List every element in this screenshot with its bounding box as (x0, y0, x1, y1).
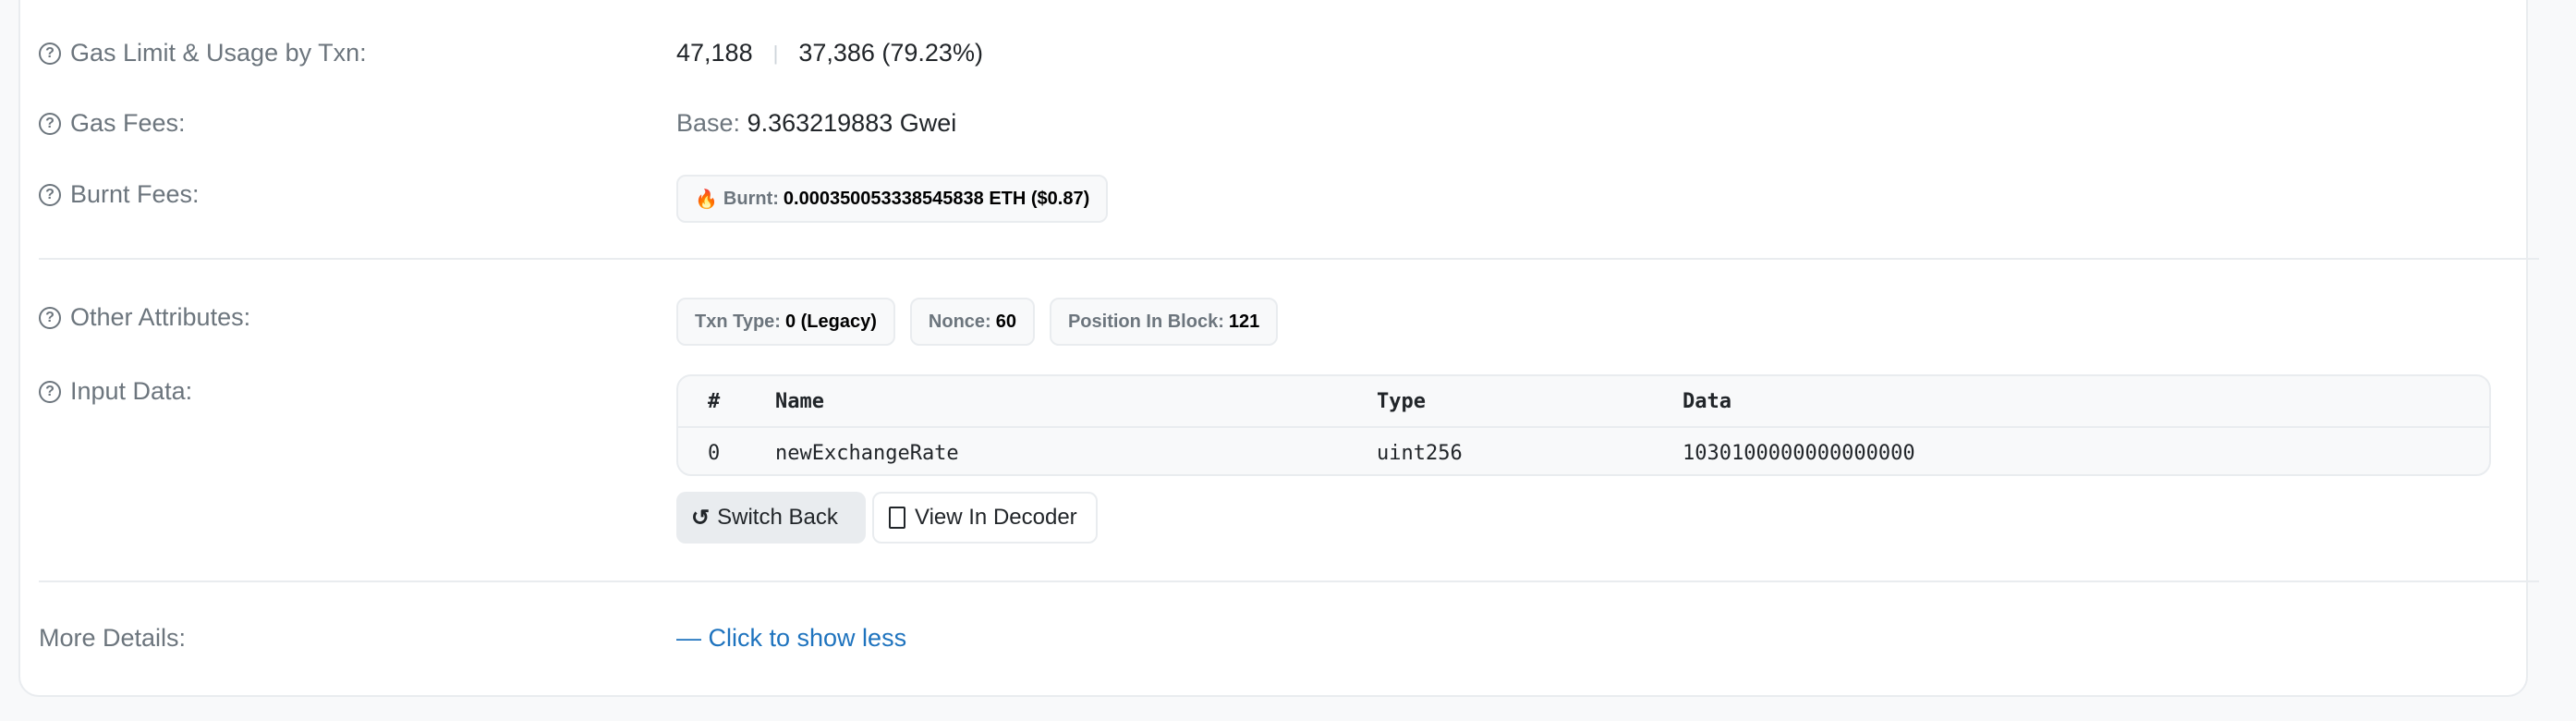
fire-icon: 🔥 (695, 189, 718, 210)
base-fee-label: Base: (676, 109, 741, 137)
table-header: # Name Type Data (678, 376, 2489, 428)
divider (39, 258, 2539, 260)
gas-limit-value: 47,188 (676, 39, 753, 67)
divider (39, 580, 2539, 582)
burnt-fees-label: Burnt Fees: (70, 180, 200, 208)
show-less-link[interactable]: — Click to show less (676, 624, 907, 652)
help-icon[interactable]: ? (39, 112, 61, 135)
help-icon[interactable]: ? (39, 183, 61, 206)
input-data-label: Input Data: (70, 377, 193, 405)
nonce-badge: Nonce: 60 (909, 298, 1035, 346)
help-icon[interactable]: ? (39, 306, 61, 329)
undo-icon: ↺ (691, 505, 711, 531)
base-fee-value: 9.363219883 Gwei (747, 109, 957, 137)
txn-type-badge: Txn Type: 0 (Legacy) (676, 298, 895, 346)
separator: | (772, 41, 779, 65)
gas-fees-label: Gas Fees: (70, 109, 186, 137)
file-code-icon (889, 507, 905, 529)
burnt-fees-badge: 🔥 Burnt: 0.000350053338545838 ETH ($0.87) (676, 175, 1109, 223)
gas-usage-value: 37,386 (79.23%) (798, 39, 983, 67)
gas-limit-label: Gas Limit & Usage by Txn: (70, 39, 367, 67)
position-badge: Position In Block: 121 (1049, 298, 1279, 346)
switch-back-button[interactable]: ↺ Switch Back (676, 492, 866, 544)
input-data-table: # Name Type Data 0 newExchangeRate uint2… (676, 374, 2491, 476)
table-row: 0 newExchangeRate uint256 10301000000000… (708, 441, 1915, 465)
help-icon[interactable]: ? (39, 380, 61, 403)
transaction-details-card (18, 0, 2528, 697)
view-in-decoder-button[interactable]: View In Decoder (872, 492, 1098, 544)
other-attributes-label: Other Attributes: (70, 303, 251, 331)
more-details-label: More Details: (39, 624, 187, 652)
help-icon[interactable]: ? (39, 42, 61, 65)
